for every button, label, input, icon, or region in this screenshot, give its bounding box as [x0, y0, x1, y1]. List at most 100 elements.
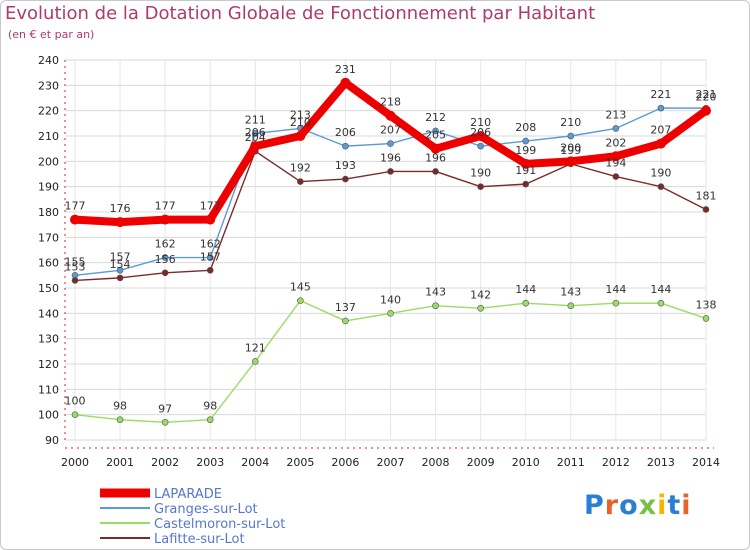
legend-label: Granges-sur-Lot	[154, 502, 258, 517]
x-tick-label: 2013	[647, 456, 675, 469]
logo-letter: P	[584, 490, 605, 521]
data-label: 98	[203, 400, 217, 413]
y-tick-label: 180	[38, 206, 59, 219]
data-label: 157	[200, 250, 221, 263]
y-tick-label: 130	[38, 333, 59, 346]
data-point	[70, 214, 80, 225]
data-point	[522, 180, 530, 188]
y-tick-label: 170	[38, 231, 59, 244]
data-point	[567, 302, 575, 310]
data-label: 154	[110, 258, 131, 271]
data-label: 153	[65, 260, 86, 273]
data-label: 199	[560, 144, 581, 157]
data-point	[430, 143, 441, 154]
data-label: 190	[650, 167, 671, 180]
data-label: 196	[380, 151, 401, 164]
data-point	[116, 416, 124, 424]
data-label: 206	[470, 126, 491, 139]
data-point	[522, 299, 530, 307]
data-point	[297, 297, 304, 304]
legend-label: Castelmoron-sur-Lot	[154, 517, 285, 532]
x-tick-label: 2007	[377, 456, 405, 469]
data-point	[251, 358, 259, 365]
logo-letter: r	[604, 490, 620, 521]
data-point	[565, 156, 576, 167]
data-point	[520, 158, 531, 169]
data-point	[115, 217, 126, 228]
y-tick-label: 230	[38, 79, 59, 92]
data-point	[387, 168, 394, 175]
logo-letter: t	[667, 490, 682, 521]
data-label: 98	[113, 400, 127, 413]
y-tick-label: 120	[38, 358, 59, 371]
data-label: 220	[696, 91, 717, 104]
chart-subtitle: (en € et par an)	[8, 28, 95, 41]
data-point	[432, 168, 439, 175]
data-point	[612, 173, 620, 180]
data-point	[432, 127, 439, 135]
data-label: 210	[560, 116, 581, 129]
data-point	[475, 131, 486, 141]
data-label: 210	[470, 116, 491, 129]
logo-letter: o	[619, 490, 639, 521]
data-point	[702, 206, 710, 213]
data-label: 155	[65, 255, 86, 268]
data-label: 194	[605, 157, 626, 170]
data-point	[116, 266, 124, 274]
proxiti-logo: Proxiti	[584, 490, 692, 521]
data-label: 157	[110, 250, 131, 263]
data-label: 144	[515, 283, 536, 296]
data-label: 190	[470, 167, 491, 180]
x-tick-label: 2003	[196, 456, 224, 469]
data-label: 162	[200, 238, 221, 251]
data-label: 143	[425, 286, 446, 299]
data-point	[610, 151, 621, 162]
data-label: 207	[650, 124, 671, 137]
data-label: 221	[650, 88, 671, 101]
data-label: 196	[425, 151, 446, 164]
data-point	[387, 140, 394, 147]
data-point	[340, 77, 351, 88]
data-label: 207	[380, 124, 401, 137]
data-label: 144	[650, 283, 671, 296]
data-label: 206	[335, 126, 356, 139]
data-point	[205, 214, 216, 225]
data-point	[657, 299, 665, 307]
data-label: 191	[515, 164, 536, 177]
data-label: 193	[335, 159, 356, 172]
data-label: 199	[515, 144, 536, 157]
data-label: 231	[335, 63, 356, 76]
x-tick-label: 2004	[241, 456, 269, 469]
data-label: 100	[65, 395, 86, 408]
data-point	[206, 266, 214, 274]
data-label: 176	[110, 202, 131, 215]
data-point	[612, 299, 620, 307]
data-point	[701, 105, 711, 116]
legend-label: Lafitte-sur-Lot	[154, 532, 245, 547]
data-point	[657, 104, 665, 112]
data-point	[432, 302, 439, 310]
data-label: 212	[425, 111, 446, 124]
y-tick-label: 90	[45, 434, 59, 447]
data-point	[71, 411, 79, 418]
x-tick-label: 2000	[61, 456, 89, 469]
y-tick-label: 190	[38, 181, 59, 194]
legend-label: LAPARADE	[154, 487, 222, 502]
data-point	[160, 214, 171, 225]
data-label: 177	[65, 200, 86, 213]
data-label: 192	[290, 162, 311, 175]
data-point	[342, 317, 349, 325]
x-tick-label: 2006	[331, 456, 359, 469]
data-label: 145	[290, 281, 311, 294]
x-tick-label: 2014	[692, 456, 720, 469]
data-point	[161, 254, 169, 261]
y-tick-label: 200	[38, 155, 59, 168]
logo-letter: i	[657, 490, 668, 521]
data-label: 162	[155, 238, 176, 251]
logo-letter: x	[638, 490, 658, 521]
data-label: 210	[290, 116, 311, 129]
data-label: 140	[380, 293, 401, 306]
y-tick-label: 150	[38, 282, 59, 295]
y-tick-label: 220	[38, 105, 59, 118]
